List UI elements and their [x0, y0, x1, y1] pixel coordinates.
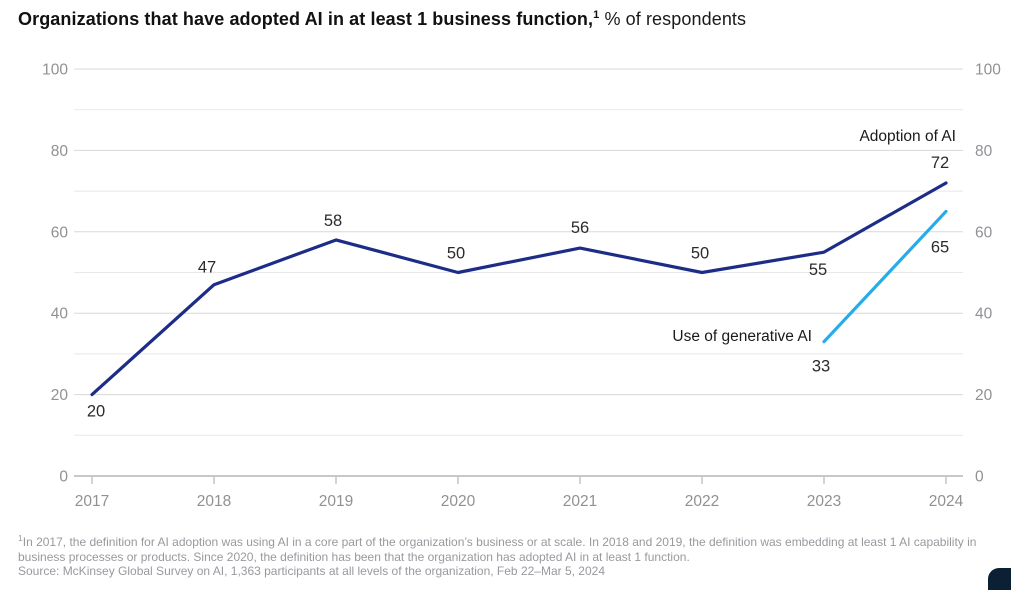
data-label: 55	[809, 261, 827, 279]
use-of-generative-ai-line	[822, 209, 948, 344]
x-axis-tick-label: 2022	[685, 493, 719, 510]
y-axis-tick-label-right: 40	[975, 306, 993, 323]
y-axis-tick-label-left: 0	[59, 469, 68, 486]
y-axis-tick-label-right: 60	[975, 224, 993, 241]
source-line: Source: McKinsey Global Survey on AI, 1,…	[18, 564, 605, 578]
y-axis-tick-label-right: 80	[975, 143, 993, 160]
y-axis-tick-label-left: 100	[42, 62, 68, 79]
y-axis-tick-label-right: 20	[975, 387, 993, 404]
chart-title: Organizations that have adopted AI in at…	[18, 9, 746, 30]
y-axis-tick-label-left: 40	[51, 306, 69, 323]
data-label: 65	[931, 238, 949, 256]
x-axis-tick-label: 2018	[197, 493, 231, 510]
data-label: 58	[324, 212, 342, 230]
footnote-text: In 2017, the definition for AI adoption …	[18, 535, 977, 564]
adoption-of-ai-line	[90, 181, 948, 397]
y-axis-tick-label-right: 0	[975, 469, 984, 486]
data-label: 20	[87, 403, 105, 421]
data-label: 72	[931, 154, 949, 172]
series-label-use-of-generative-ai: Use of generative AI	[672, 328, 812, 345]
data-label: 47	[198, 259, 216, 277]
data-label: 50	[447, 245, 465, 263]
x-axis-tick-label: 2017	[75, 493, 109, 510]
x-axis-tick-label: 2021	[563, 493, 597, 510]
series-label-adoption-of-ai: Adoption of AI	[859, 128, 956, 145]
data-label: 50	[691, 245, 709, 263]
data-label: 33	[812, 358, 830, 376]
y-axis-tick-label-left: 60	[51, 224, 69, 241]
x-axis-tick-label: 2019	[319, 493, 353, 510]
y-axis-tick-label-right: 100	[975, 62, 1001, 79]
x-axis-tick-label: 2024	[929, 493, 964, 510]
footnote-marker: 1	[18, 533, 23, 543]
data-label: 56	[571, 219, 589, 237]
y-axis-tick-label-left: 20	[51, 387, 69, 404]
chart-title-bold: Organizations that have adopted AI in at…	[18, 9, 594, 29]
x-axis-tick-label: 2023	[807, 493, 841, 510]
chart-title-footnote-marker: 1	[593, 9, 600, 21]
corner-widget-button[interactable]	[988, 568, 1011, 590]
chart-title-units: % of respondents	[599, 9, 747, 29]
footnote: 1In 2017, the definition for AI adoption…	[18, 531, 986, 579]
y-axis-tick-label-left: 80	[51, 143, 69, 160]
x-axis-tick-label: 2020	[441, 493, 476, 510]
